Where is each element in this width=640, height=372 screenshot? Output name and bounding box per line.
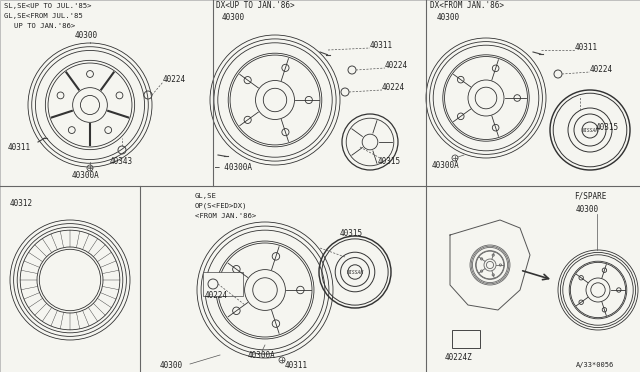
- Text: 40315: 40315: [596, 124, 619, 132]
- Text: OP(S<FED>DX): OP(S<FED>DX): [195, 203, 248, 209]
- Text: DX<UP TO JAN.'86>: DX<UP TO JAN.'86>: [216, 1, 294, 10]
- Text: 40300A: 40300A: [248, 350, 276, 359]
- Text: 40224: 40224: [205, 292, 228, 301]
- Text: 40343: 40343: [110, 157, 133, 167]
- Text: 40224: 40224: [382, 83, 405, 93]
- Bar: [452, 330, 480, 348]
- Text: A/33*0056: A/33*0056: [576, 362, 614, 368]
- Text: 40300: 40300: [160, 362, 183, 371]
- Text: 40311: 40311: [285, 362, 308, 371]
- Text: SL,SE<UP TO JUL.'85>: SL,SE<UP TO JUL.'85>: [4, 3, 92, 9]
- Text: 40312: 40312: [10, 199, 33, 208]
- Text: 40311: 40311: [370, 42, 393, 51]
- Text: 40315: 40315: [340, 230, 363, 238]
- Text: — 40300A: — 40300A: [215, 164, 252, 173]
- Text: 40311: 40311: [575, 44, 598, 52]
- Text: 40300: 40300: [222, 13, 245, 22]
- Text: 40224Z: 40224Z: [445, 353, 473, 362]
- Text: GL,SE<FROM JUL.'85: GL,SE<FROM JUL.'85: [4, 13, 83, 19]
- Text: GL,SE: GL,SE: [195, 193, 217, 199]
- Text: NISSAN: NISSAN: [346, 269, 364, 275]
- Text: 40315: 40315: [378, 157, 401, 167]
- Text: DX<FROM JAN.'86>: DX<FROM JAN.'86>: [430, 1, 504, 10]
- Text: 40224: 40224: [385, 61, 408, 71]
- Text: 40300: 40300: [437, 13, 460, 22]
- Text: 40224: 40224: [163, 74, 186, 83]
- Text: 40300: 40300: [75, 32, 98, 41]
- Text: 40300A: 40300A: [432, 160, 460, 170]
- Text: F/SPARE: F/SPARE: [574, 192, 606, 201]
- Text: 40300A: 40300A: [72, 170, 100, 180]
- Text: UP TO JAN.'86>: UP TO JAN.'86>: [14, 23, 76, 29]
- Text: 40224: 40224: [590, 65, 613, 74]
- Text: <FROM JAN.'86>: <FROM JAN.'86>: [195, 213, 256, 219]
- Text: 40311: 40311: [8, 144, 31, 153]
- Text: NISSAN: NISSAN: [581, 128, 598, 132]
- Bar: [203, 272, 243, 296]
- Text: 40300: 40300: [576, 205, 599, 215]
